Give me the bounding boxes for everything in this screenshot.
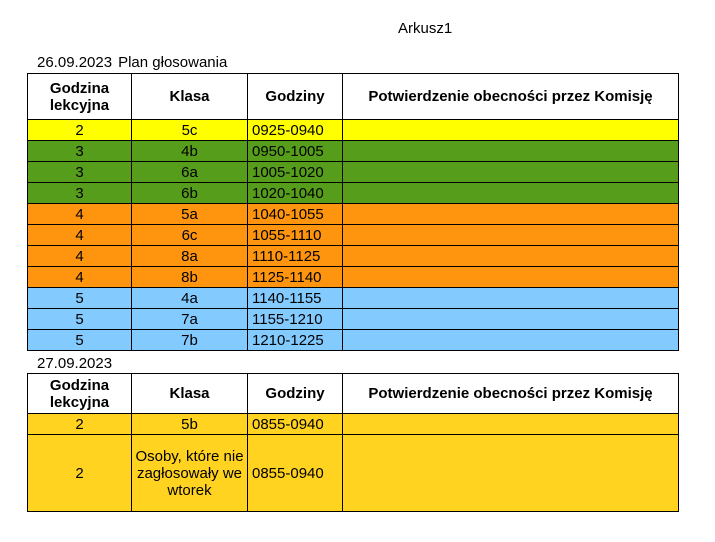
header-class[interactable]: Klasa [131,373,248,414]
cell-confirmation[interactable] [342,182,679,204]
plan-title: Plan głosowania [118,54,228,71]
cell-hours[interactable]: 1040-1055 [247,203,343,225]
cell-lesson[interactable]: 4 [27,266,132,288]
cell-class[interactable]: 6c [131,224,248,246]
table-row: 3 6b 1020-1040 [27,182,679,204]
cell-confirmation[interactable] [342,161,679,183]
cell-class[interactable]: 5a [131,203,248,225]
cell-class[interactable]: 5c [131,119,248,141]
cell-confirmation[interactable] [342,119,679,141]
cell-lesson[interactable]: 5 [27,308,132,330]
cell-class[interactable]: 6b [131,182,248,204]
cell-hours[interactable]: 1210-1225 [247,329,343,351]
header-confirmation[interactable]: Potwierdzenie obecności przez Komisję [342,73,679,120]
table-row: 2 5c 0925-0940 [27,119,679,141]
cell-confirmation[interactable] [342,413,679,435]
cell-hours[interactable]: 1110-1125 [247,245,343,267]
cell-lesson[interactable]: 2 [27,434,132,512]
cell-confirmation[interactable] [342,287,679,309]
header-hours[interactable]: Godziny [247,373,343,414]
day1-date: 26.09.2023 [37,54,113,71]
cell-confirmation[interactable] [342,266,679,288]
cell-class[interactable]: 7b [131,329,248,351]
table-header-row: Godzina lekcyjna Klasa Godziny Potwierdz… [27,373,679,414]
table-row: 4 6c 1055-1110 [27,224,679,246]
cell-lesson[interactable]: 3 [27,140,132,162]
cell-lesson[interactable]: 4 [27,245,132,267]
cell-hours[interactable]: 1020-1040 [247,182,343,204]
header-lesson[interactable]: Godzina lekcyjna [27,373,132,414]
table-row: 4 8a 1110-1125 [27,245,679,267]
table-row: 3 4b 0950-1005 [27,140,679,162]
cell-class[interactable]: 8a [131,245,248,267]
table-row: 4 5a 1040-1055 [27,203,679,225]
cell-class[interactable]: 8b [131,266,248,288]
cell-class[interactable]: 6a [131,161,248,183]
cell-confirmation[interactable] [342,245,679,267]
day2-heading: 27.09.2023 [37,355,112,372]
cell-confirmation[interactable] [342,140,679,162]
day1-table: Godzina lekcyjna Klasa Godziny Potwierdz… [27,73,679,351]
header-class[interactable]: Klasa [131,73,248,120]
cell-confirmation[interactable] [342,203,679,225]
cell-lesson[interactable]: 4 [27,224,132,246]
cell-hours[interactable]: 0855-0940 [247,434,343,512]
cell-confirmation[interactable] [342,224,679,246]
table-row: 4 8b 1125-1140 [27,266,679,288]
table-header-row: Godzina lekcyjna Klasa Godziny Potwierdz… [27,73,679,120]
cell-lesson[interactable]: 3 [27,182,132,204]
cell-hours[interactable]: 1140-1155 [247,287,343,309]
cell-class[interactable]: 5b [131,413,248,435]
day2-rows: 2 5b 0855-0940 2 Osoby, które nie zagłosował… [27,413,679,512]
cell-class[interactable]: 4a [131,287,248,309]
day1-rows: 2 5c 0925-0940 3 4b 0950-1005 3 6a 1005-1020 3 6b 1… [27,119,679,351]
table-row: 5 7a 1155-1210 [27,308,679,330]
day2-table: Godzina lekcyjna Klasa Godziny Potwierdz… [27,373,679,512]
cell-hours[interactable]: 0925-0940 [247,119,343,141]
header-lesson[interactable]: Godzina lekcyjna [27,73,132,120]
day2-date: 27.09.2023 [37,355,113,372]
cell-class[interactable]: Osoby, które nie zagłosowały we wtorek [131,434,248,512]
cell-lesson[interactable]: 5 [27,287,132,309]
table-row: 3 6a 1005-1020 [27,161,679,183]
table-row: 2 Osoby, które nie zagłosowały we wtorek 0… [27,434,679,512]
table-row: 5 4a 1140-1155 [27,287,679,309]
cell-lesson[interactable]: 2 [27,413,132,435]
cell-hours[interactable]: 1155-1210 [247,308,343,330]
cell-hours[interactable]: 1005-1020 [247,161,343,183]
cell-confirmation[interactable] [342,329,679,351]
cell-lesson[interactable]: 5 [27,329,132,351]
cell-class[interactable]: 7a [131,308,248,330]
cell-hours[interactable]: 1125-1140 [247,266,343,288]
header-confirmation[interactable]: Potwierdzenie obecności przez Komisję [342,373,679,414]
cell-class[interactable]: 4b [131,140,248,162]
header-hours[interactable]: Godziny [247,73,343,120]
table-row: 2 5b 0855-0940 [27,413,679,435]
cell-hours[interactable]: 0950-1005 [247,140,343,162]
cell-confirmation[interactable] [342,434,679,512]
sheet-title: Arkusz1 [398,20,453,37]
day1-heading: 26.09.2023 Plan głosowania [37,54,227,71]
cell-lesson[interactable]: 3 [27,161,132,183]
cell-lesson[interactable]: 2 [27,119,132,141]
cell-confirmation[interactable] [342,308,679,330]
cell-lesson[interactable]: 4 [27,203,132,225]
cell-hours[interactable]: 1055-1110 [247,224,343,246]
cell-hours[interactable]: 0855-0940 [247,413,343,435]
table-row: 5 7b 1210-1225 [27,329,679,351]
